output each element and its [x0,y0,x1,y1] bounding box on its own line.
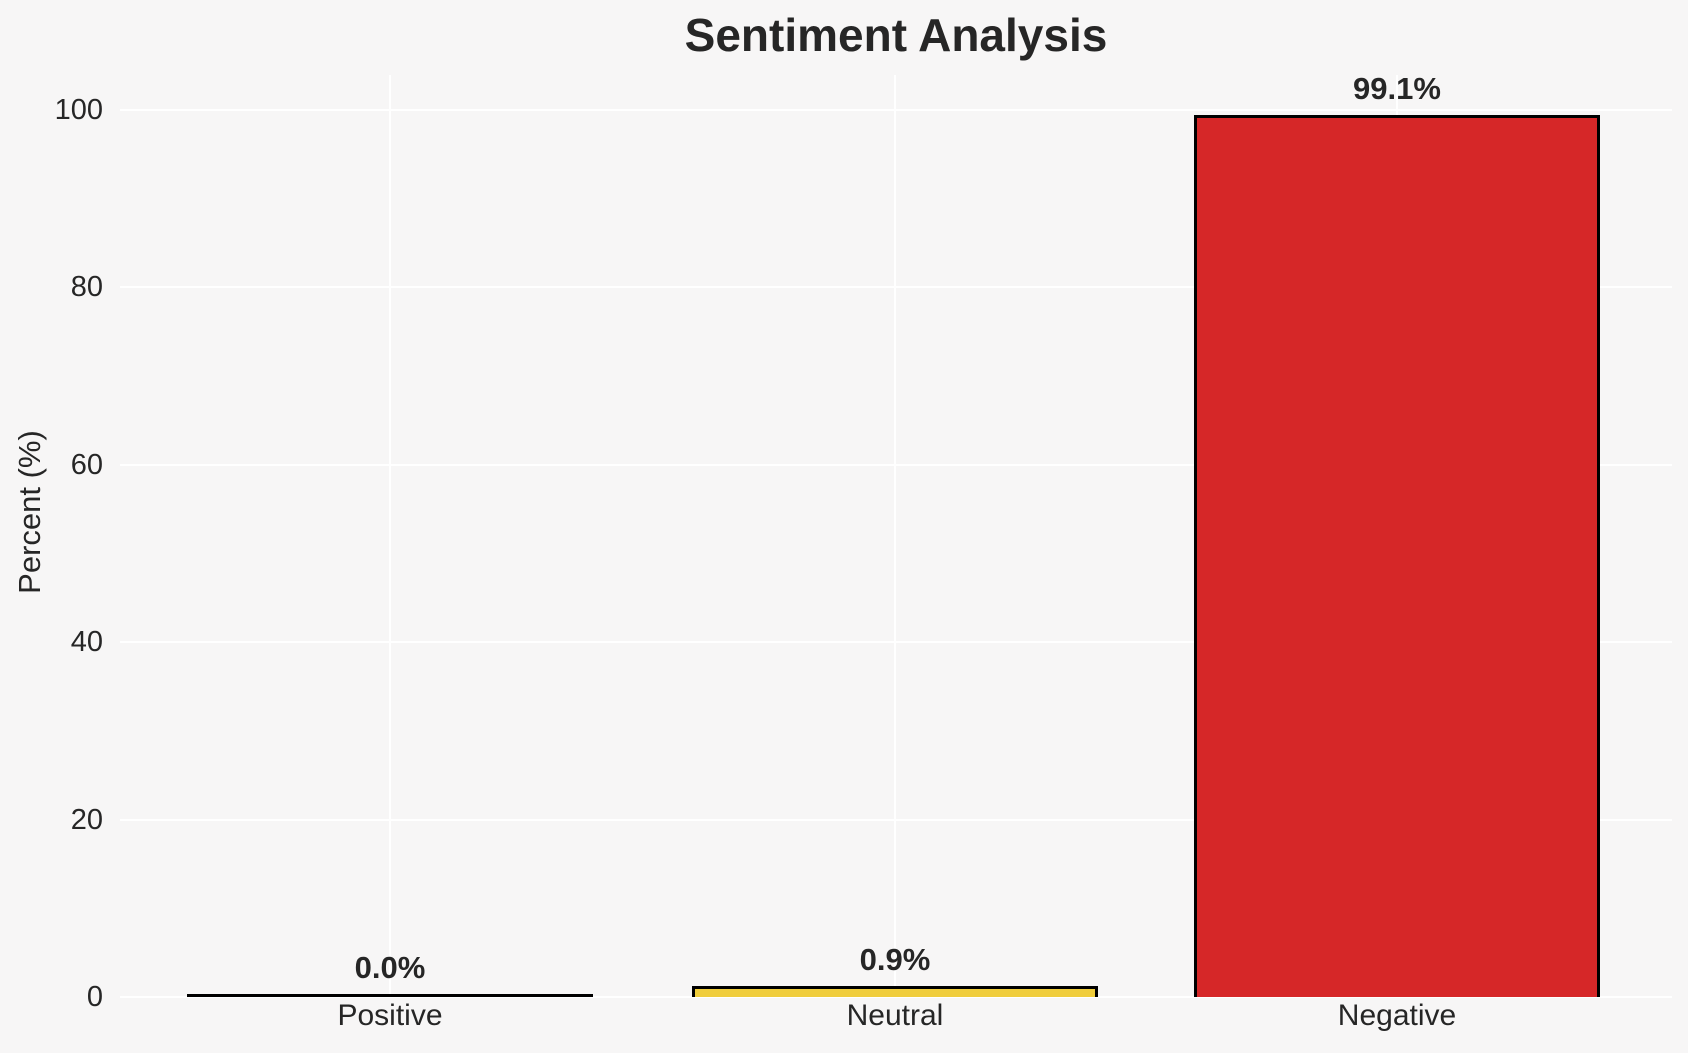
x-tick-label-neutral: Neutral [846,999,944,1032]
x-gridline-positive [389,75,391,997]
x-tick-label-positive: Positive [337,999,443,1032]
y-tick-label-20: 20 [70,804,103,836]
y-tick-label-0: 0 [86,981,103,1013]
chart-title: Sentiment Analysis [684,9,1108,61]
x-tick-label-negative: Negative [1337,999,1457,1032]
y-gridline-0 [120,996,1672,998]
y-tick-label-80: 80 [70,271,103,303]
y-tick-label-60: 60 [70,449,103,481]
y-gridline-20 [120,819,1672,821]
y-tick-label-40: 40 [70,626,103,658]
bar-negative [1194,115,1600,997]
y-gridline-80 [120,286,1672,288]
y-gridline-60 [120,464,1672,466]
bar-value-label-neutral: 0.9% [859,942,931,977]
bar-positive [187,994,593,997]
x-gridline-neutral [894,75,896,997]
y-gridline-100 [120,109,1672,111]
bar-neutral [692,986,1098,997]
bar-value-label-negative: 99.1% [1353,71,1441,106]
bar-value-label-positive: 0.0% [354,950,426,985]
y-tick-label-100: 100 [54,94,103,126]
y-gridline-40 [120,641,1672,643]
